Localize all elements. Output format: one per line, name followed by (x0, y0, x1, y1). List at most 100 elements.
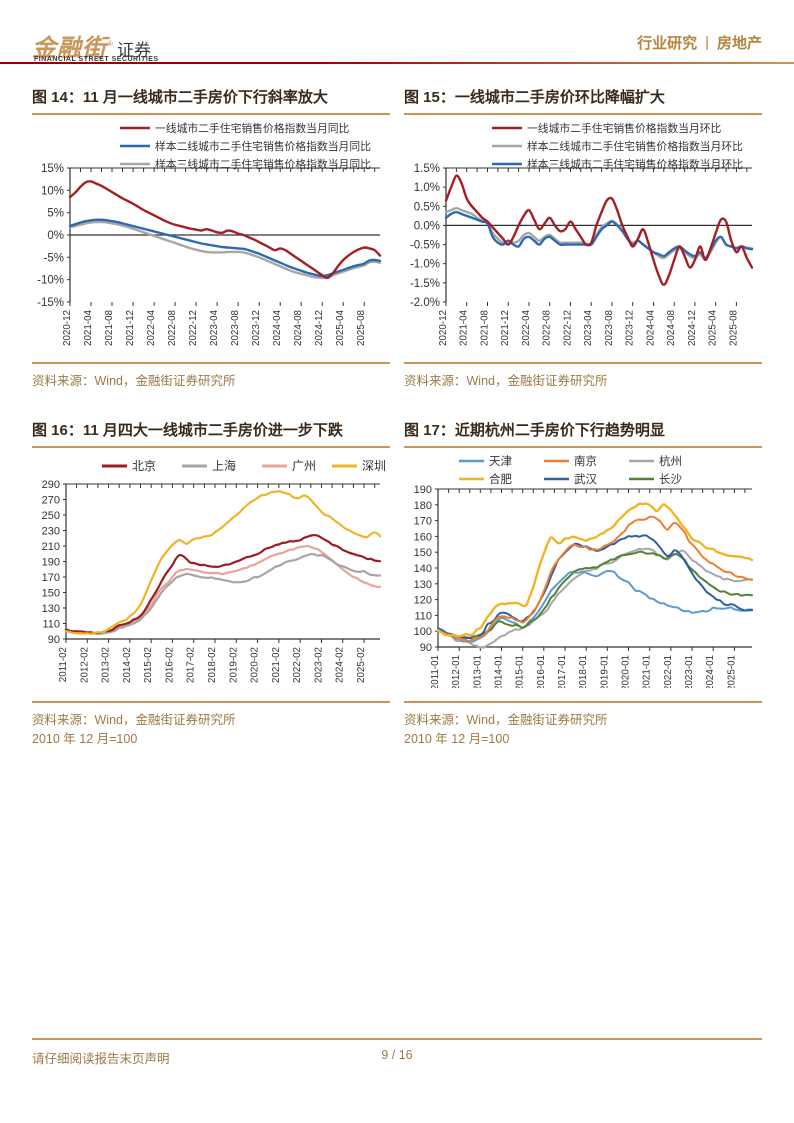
svg-text:上海: 上海 (212, 458, 236, 473)
svg-text:180: 180 (414, 500, 432, 512)
svg-text:2011-02: 2011-02 (58, 647, 69, 682)
svg-text:2023-12: 2023-12 (251, 310, 262, 346)
svg-text:杭州: 杭州 (659, 454, 682, 468)
svg-text:210: 210 (42, 541, 60, 553)
svg-text:2025-04: 2025-04 (708, 309, 719, 346)
svg-text:北京: 北京 (132, 459, 156, 473)
svg-text:2011-01: 2011-01 (430, 655, 441, 688)
svg-text:-15%: -15% (37, 297, 64, 309)
svg-text:2021-12: 2021-12 (125, 310, 136, 346)
svg-text:170: 170 (42, 572, 60, 584)
svg-text:250: 250 (42, 510, 60, 522)
svg-text:15%: 15% (41, 163, 64, 175)
svg-text:2012-02: 2012-02 (79, 647, 90, 683)
svg-text:1.5%: 1.5% (414, 163, 440, 175)
svg-text:5%: 5% (47, 208, 64, 220)
svg-text:2023-08: 2023-08 (230, 309, 241, 346)
svg-text:130: 130 (414, 579, 432, 591)
svg-text:2024-08: 2024-08 (293, 309, 304, 346)
svg-text:2022-04: 2022-04 (521, 309, 532, 346)
svg-text:90: 90 (48, 634, 60, 646)
svg-text:2024-01: 2024-01 (705, 655, 716, 688)
svg-text:2020-12: 2020-12 (62, 310, 73, 346)
svg-text:2021-04: 2021-04 (459, 309, 470, 346)
svg-text:2020-12: 2020-12 (438, 310, 449, 346)
svg-text:-2.0%: -2.0% (410, 297, 440, 309)
svg-text:2024-04: 2024-04 (272, 309, 283, 346)
svg-text:2024-08: 2024-08 (666, 309, 677, 346)
svg-text:2023-04: 2023-04 (209, 309, 220, 346)
svg-text:190: 190 (414, 484, 432, 496)
svg-text:2014-02: 2014-02 (122, 647, 133, 683)
svg-text:2025-04: 2025-04 (335, 309, 346, 346)
svg-text:天津: 天津 (489, 455, 512, 468)
svg-text:2022-08: 2022-08 (542, 309, 553, 346)
svg-text:样本二线城市二手住宅销售价格指数当月同比: 样本二线城市二手住宅销售价格指数当月同比 (155, 139, 371, 153)
svg-text:0.5%: 0.5% (414, 201, 440, 213)
svg-text:一线城市二手住宅销售价格指数当月同比: 一线城市二手住宅销售价格指数当月同比 (155, 121, 350, 135)
svg-text:样本三线城市二手住宅销售价格指数当月同比: 样本三线城市二手住宅销售价格指数当月同比 (155, 157, 371, 171)
svg-text:2023-04: 2023-04 (583, 309, 594, 346)
svg-text:2016-01: 2016-01 (536, 655, 547, 688)
svg-text:10%: 10% (41, 185, 64, 197)
svg-text:270: 270 (42, 495, 60, 507)
svg-text:140: 140 (414, 563, 432, 575)
svg-text:2023-12: 2023-12 (625, 310, 636, 346)
svg-text:武汉: 武汉 (574, 473, 597, 486)
svg-text:2020-02: 2020-02 (250, 647, 261, 683)
svg-text:广州: 广州 (292, 459, 316, 473)
svg-text:2015-02: 2015-02 (143, 647, 154, 683)
svg-text:2023-01: 2023-01 (684, 655, 695, 688)
svg-text:2025-02: 2025-02 (356, 647, 367, 683)
svg-text:2023-08: 2023-08 (604, 309, 615, 346)
svg-text:2022-12: 2022-12 (563, 310, 574, 346)
svg-text:2022-02: 2022-02 (292, 647, 303, 683)
svg-text:长沙: 长沙 (659, 473, 682, 486)
svg-text:南京: 南京 (574, 454, 597, 468)
svg-text:2017-02: 2017-02 (186, 647, 197, 683)
svg-text:0.0%: 0.0% (414, 220, 440, 232)
svg-text:2024-02: 2024-02 (335, 647, 346, 683)
svg-text:290: 290 (42, 479, 60, 491)
svg-text:-1.5%: -1.5% (410, 278, 440, 290)
svg-text:-0.5%: -0.5% (410, 240, 440, 252)
svg-text:230: 230 (42, 526, 60, 538)
svg-text:190: 190 (42, 557, 60, 569)
svg-text:2013-01: 2013-01 (472, 655, 483, 688)
svg-text:2021-08: 2021-08 (104, 309, 115, 346)
svg-text:110: 110 (42, 619, 60, 631)
svg-text:2012-01: 2012-01 (451, 655, 462, 688)
svg-text:110: 110 (414, 610, 432, 622)
svg-text:2022-04: 2022-04 (146, 309, 157, 346)
svg-text:2019-01: 2019-01 (599, 655, 610, 688)
svg-text:2020-01: 2020-01 (621, 655, 632, 688)
svg-text:2022-08: 2022-08 (167, 309, 178, 346)
svg-text:170: 170 (414, 516, 432, 528)
svg-text:150: 150 (42, 588, 60, 600)
svg-text:2022-12: 2022-12 (188, 310, 199, 346)
svg-text:2021-04: 2021-04 (83, 309, 94, 346)
svg-text:2025-08: 2025-08 (728, 309, 739, 346)
svg-text:90: 90 (420, 642, 432, 654)
svg-text:2018-02: 2018-02 (207, 647, 218, 683)
svg-text:2022-01: 2022-01 (663, 655, 674, 688)
svg-text:样本二线城市二手住宅销售价格指数当月环比: 样本二线城市二手住宅销售价格指数当月环比 (527, 139, 743, 153)
svg-text:2018-01: 2018-01 (578, 655, 589, 688)
svg-text:深圳: 深圳 (362, 459, 386, 473)
svg-text:2013-02: 2013-02 (101, 647, 112, 683)
svg-text:2019-02: 2019-02 (228, 647, 239, 683)
svg-text:2021-01: 2021-01 (642, 655, 653, 688)
svg-text:一线城市二手住宅销售价格指数当月环比: 一线城市二手住宅销售价格指数当月环比 (527, 121, 722, 135)
svg-text:120: 120 (414, 595, 432, 607)
svg-text:2025-08: 2025-08 (356, 309, 367, 346)
svg-text:2024-12: 2024-12 (687, 310, 698, 346)
svg-text:2021-08: 2021-08 (480, 309, 491, 346)
svg-text:2021-12: 2021-12 (500, 310, 511, 346)
svg-text:130: 130 (42, 603, 60, 615)
svg-text:2024-12: 2024-12 (314, 310, 325, 346)
svg-text:样本三线城市二手住宅销售价格指数当月环比: 样本三线城市二手住宅销售价格指数当月环比 (527, 157, 743, 171)
svg-text:-5%: -5% (44, 252, 64, 264)
svg-text:150: 150 (414, 547, 432, 559)
svg-text:2024-04: 2024-04 (646, 309, 657, 346)
svg-text:2017-01: 2017-01 (557, 655, 568, 688)
